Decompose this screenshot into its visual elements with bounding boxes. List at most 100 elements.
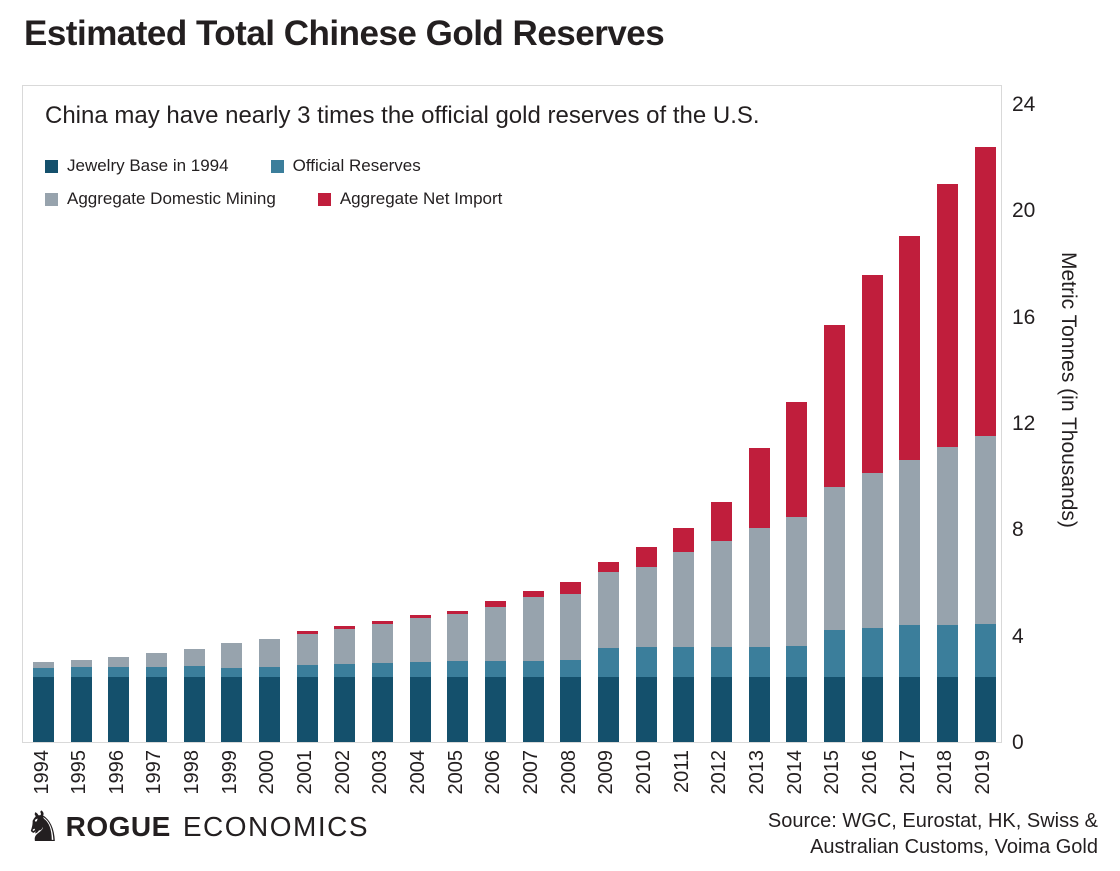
legend-item-domestic-mining: Aggregate Domestic Mining [45,189,276,209]
legend-swatch-official-reserves-icon [270,159,284,173]
bar-segment-aggregate-net-import [560,582,582,594]
bar-segment-jewelry-base-in-1994 [560,676,582,742]
bar-2000 [258,638,280,742]
bar-segment-aggregate-net-import [635,546,657,567]
bar-segment-aggregate-domestic-mining [974,436,996,624]
bar-1998 [183,648,205,742]
bar-segment-aggregate-net-import [484,601,506,607]
bar-segment-jewelry-base-in-1994 [183,676,205,742]
x-label-2003: 2003 [369,750,392,795]
bar-segment-jewelry-base-in-1994 [447,676,469,742]
bar-2010 [635,546,657,742]
bar-segment-jewelry-base-in-1994 [484,676,506,742]
bar-segment-aggregate-net-import [974,146,996,437]
bar-segment-aggregate-domestic-mining [371,623,393,663]
bar-segment-aggregate-domestic-mining [748,528,770,648]
bar-2009 [597,561,619,742]
bar-segment-official-reserves [560,660,582,677]
x-label-2015: 2015 [821,750,844,795]
x-label-2017: 2017 [896,750,919,795]
bar-segment-aggregate-net-import [786,402,808,517]
bar-1994 [33,662,54,742]
bar-segment-aggregate-domestic-mining [635,566,657,648]
bar-segment-aggregate-domestic-mining [597,571,619,649]
bar-1999 [221,642,243,742]
page-title: Estimated Total Chinese Gold Reserves [24,14,665,53]
bar-segment-jewelry-base-in-1994 [974,676,996,742]
bar-2016 [861,275,883,742]
y-axis-title: Metric Tonnes (in Thousands) [1057,252,1080,528]
bar-2013 [748,448,770,742]
x-label-2008: 2008 [557,750,580,795]
bar-segment-aggregate-domestic-mining [221,642,243,668]
x-label-2006: 2006 [482,750,505,795]
bar-segment-jewelry-base-in-1994 [522,676,544,742]
bar-segment-official-reserves [786,645,808,677]
source-line-1: Source: WGC, Eurostat, HK, Swiss & [767,810,1098,832]
bar-1995 [70,660,92,742]
bar-segment-official-reserves [183,666,205,677]
legend-label-net-import: Aggregate Net Import [339,189,503,208]
x-label-2000: 2000 [256,750,279,795]
x-label-2014: 2014 [783,750,806,795]
bar-segment-official-reserves [108,667,130,677]
x-label-2009: 2009 [595,750,618,795]
knight-icon: ♞ [24,803,62,850]
legend-row-2: Aggregate Domestic Mining Aggregate Net … [45,189,502,209]
bar-segment-jewelry-base-in-1994 [371,676,393,742]
source-line-2: Australian Customs, Voima Gold [810,836,1098,858]
y-tick-8: 8 [1012,518,1024,542]
bar-segment-official-reserves [371,662,393,677]
bar-2012 [710,501,732,742]
bar-segment-aggregate-domestic-mining [936,447,958,626]
bar-segment-official-reserves [710,647,732,677]
legend-item-official-reserves: Official Reserves [270,156,421,176]
bar-segment-official-reserves [145,667,167,677]
bar-segment-aggregate-domestic-mining [786,516,808,646]
legend-row-1: Jewelry Base in 1994 Official Reserves [45,156,502,176]
bar-1997 [145,652,167,742]
y-tick-16: 16 [1012,305,1036,329]
bar-segment-jewelry-base-in-1994 [936,676,958,742]
bar-2004 [409,614,431,742]
brand-logo: ♞ ROGUE ECONOMICS [24,806,369,848]
bar-segment-official-reserves [597,648,619,677]
bar-segment-official-reserves [974,623,996,677]
bar-segment-official-reserves [899,625,921,677]
bar-segment-jewelry-base-in-1994 [145,676,167,742]
bar-segment-aggregate-domestic-mining [296,633,318,665]
bar-segment-aggregate-domestic-mining [861,473,883,628]
x-label-1995: 1995 [68,750,91,795]
bar-segment-aggregate-domestic-mining [70,660,92,668]
bar-segment-aggregate-net-import [597,561,619,572]
bar-segment-official-reserves [823,629,845,677]
x-label-2005: 2005 [444,750,467,795]
bar-segment-jewelry-base-in-1994 [296,676,318,742]
bar-segment-aggregate-net-import [861,275,883,474]
bar-segment-aggregate-net-import [371,621,393,624]
bar-segment-aggregate-domestic-mining [484,607,506,662]
bar-segment-jewelry-base-in-1994 [108,676,130,742]
chart-area: China may have nearly 3 times the offici… [22,85,1002,743]
x-label-1996: 1996 [105,750,128,795]
bar-segment-official-reserves [258,667,280,677]
y-tick-4: 4 [1012,624,1024,648]
bar-segment-jewelry-base-in-1994 [597,676,619,742]
chart-legend: Jewelry Base in 1994 Official Reserves A… [45,156,502,222]
y-tick-0: 0 [1012,731,1024,754]
bar-segment-aggregate-domestic-mining [823,486,845,630]
x-label-2013: 2013 [746,750,769,795]
bar-segment-jewelry-base-in-1994 [221,676,243,742]
legend-label-jewelry-base: Jewelry Base in 1994 [67,156,229,175]
bar-segment-official-reserves [33,667,54,677]
bar-segment-official-reserves [673,647,695,677]
bar-segment-official-reserves [409,662,431,677]
bar-2006 [484,601,506,742]
legend-label-domestic-mining: Aggregate Domestic Mining [67,189,276,208]
plot-area [23,86,1001,742]
brand-name-bold: ROGUE [65,811,171,842]
x-label-1999: 1999 [218,750,241,795]
bar-segment-jewelry-base-in-1994 [635,676,657,742]
bar-segment-aggregate-domestic-mining [183,648,205,667]
bar-segment-aggregate-net-import [710,501,732,542]
